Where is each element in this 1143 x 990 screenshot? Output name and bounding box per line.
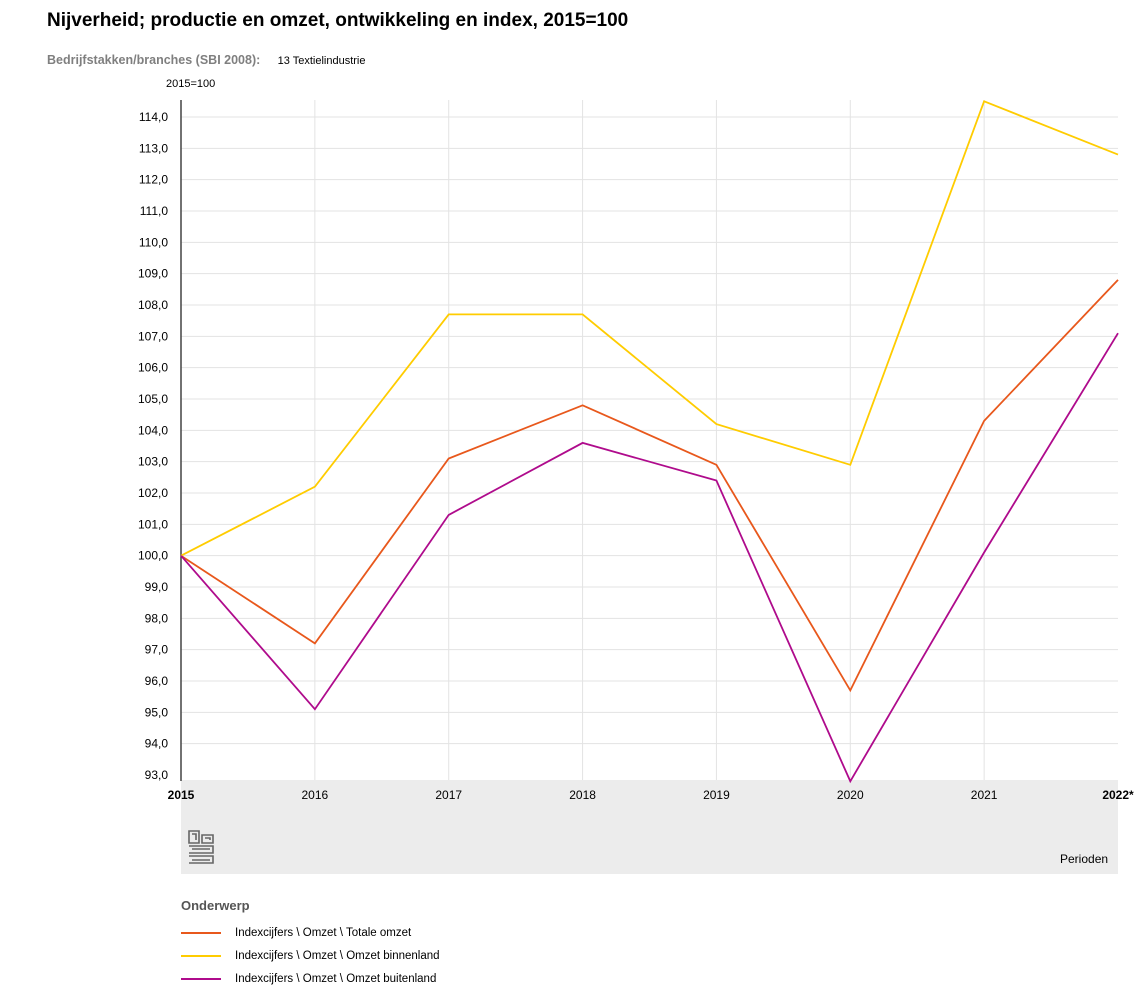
x-tick-label: 2017 xyxy=(435,788,462,802)
x-axis-band xyxy=(181,780,1118,874)
legend-swatch xyxy=(181,931,221,934)
y-tick-label: 96,0 xyxy=(145,674,169,688)
y-tick-label: 98,0 xyxy=(145,611,169,625)
y-tick-label: 93,0 xyxy=(145,768,169,782)
y-tick-label: 112,0 xyxy=(139,173,168,187)
y-tick-label: 99,0 xyxy=(145,580,169,594)
series-line xyxy=(180,100,1119,557)
x-tick-label: 2015 xyxy=(168,788,195,802)
x-axis-label: Perioden xyxy=(1060,852,1109,866)
y-tick-label: 106,0 xyxy=(138,361,168,375)
y-tick-label: 109,0 xyxy=(138,267,168,281)
y-tick-label: 94,0 xyxy=(145,737,169,751)
y-tick-label: 105,0 xyxy=(138,392,168,406)
horizontal-gridlines xyxy=(181,116,1118,745)
legend-swatch xyxy=(181,954,221,957)
legend-swatch xyxy=(181,977,221,980)
y-tick-label: 97,0 xyxy=(145,643,169,657)
legend: Indexcijfers \ Omzet \ Totale omzet Inde… xyxy=(181,921,440,990)
y-axis-unit-label: 2015=100 xyxy=(166,78,216,90)
series-lines xyxy=(180,100,1119,784)
x-tick-labels: 2015 2016 2017 2018 2019 2020 2021 2022* xyxy=(168,788,1134,802)
x-tick-label: 2020 xyxy=(837,788,864,802)
y-tick-label: 102,0 xyxy=(138,486,168,500)
y-tick-label: 100,0 xyxy=(138,549,168,563)
legend-item-omzet-buitenland[interactable]: Indexcijfers \ Omzet \ Omzet buitenland xyxy=(181,967,440,990)
y-tick-label: 108,0 xyxy=(138,298,168,312)
series-line xyxy=(180,332,1119,784)
y-tick-label: 95,0 xyxy=(145,705,169,719)
series-line xyxy=(180,279,1119,693)
legend-label: Indexcijfers \ Omzet \ Omzet buitenland xyxy=(235,972,437,985)
x-tick-label: 2019 xyxy=(703,788,730,802)
dimension-label: Bedrijfstakken/branches (SBI 2008): xyxy=(47,53,261,67)
vertical-gridlines xyxy=(314,100,985,780)
legend-title: Onderwerp xyxy=(181,898,250,913)
y-tick-label: 114,0 xyxy=(139,110,168,124)
y-tick-label: 104,0 xyxy=(138,423,168,437)
legend-item-omzet-binnenland[interactable]: Indexcijfers \ Omzet \ Omzet binnenland xyxy=(181,944,440,967)
x-tick-label: 2021 xyxy=(971,788,998,802)
y-tick-label: 111,0 xyxy=(140,204,169,218)
legend-label: Indexcijfers \ Omzet \ Omzet binnenland xyxy=(235,949,440,962)
x-tick-label: 2016 xyxy=(302,788,329,802)
y-tick-labels: 93,0 94,0 95,0 96,0 97,0 98,0 99,0 100,0 101,0 10… xyxy=(138,110,168,782)
dimension-filter: Bedrijfstakken/branches (SBI 2008): 13 T… xyxy=(47,53,365,67)
y-tick-label: 101,0 xyxy=(138,517,168,531)
y-tick-label: 110,0 xyxy=(139,235,168,249)
legend-item-totale-omzet[interactable]: Indexcijfers \ Omzet \ Totale omzet xyxy=(181,921,440,944)
y-tick-label: 107,0 xyxy=(138,329,168,343)
x-tick-label: 2018 xyxy=(569,788,596,802)
x-tick-label: 2022* xyxy=(1102,788,1134,802)
y-tick-label: 103,0 xyxy=(138,455,168,469)
cbs-logo-icon xyxy=(188,830,214,864)
legend-label: Indexcijfers \ Omzet \ Totale omzet xyxy=(235,926,412,939)
dimension-value[interactable]: 13 Textielindustrie xyxy=(277,55,366,67)
y-tick-label: 113,0 xyxy=(139,141,168,155)
chart-title: Nijverheid; productie en omzet, ontwikke… xyxy=(47,10,629,31)
